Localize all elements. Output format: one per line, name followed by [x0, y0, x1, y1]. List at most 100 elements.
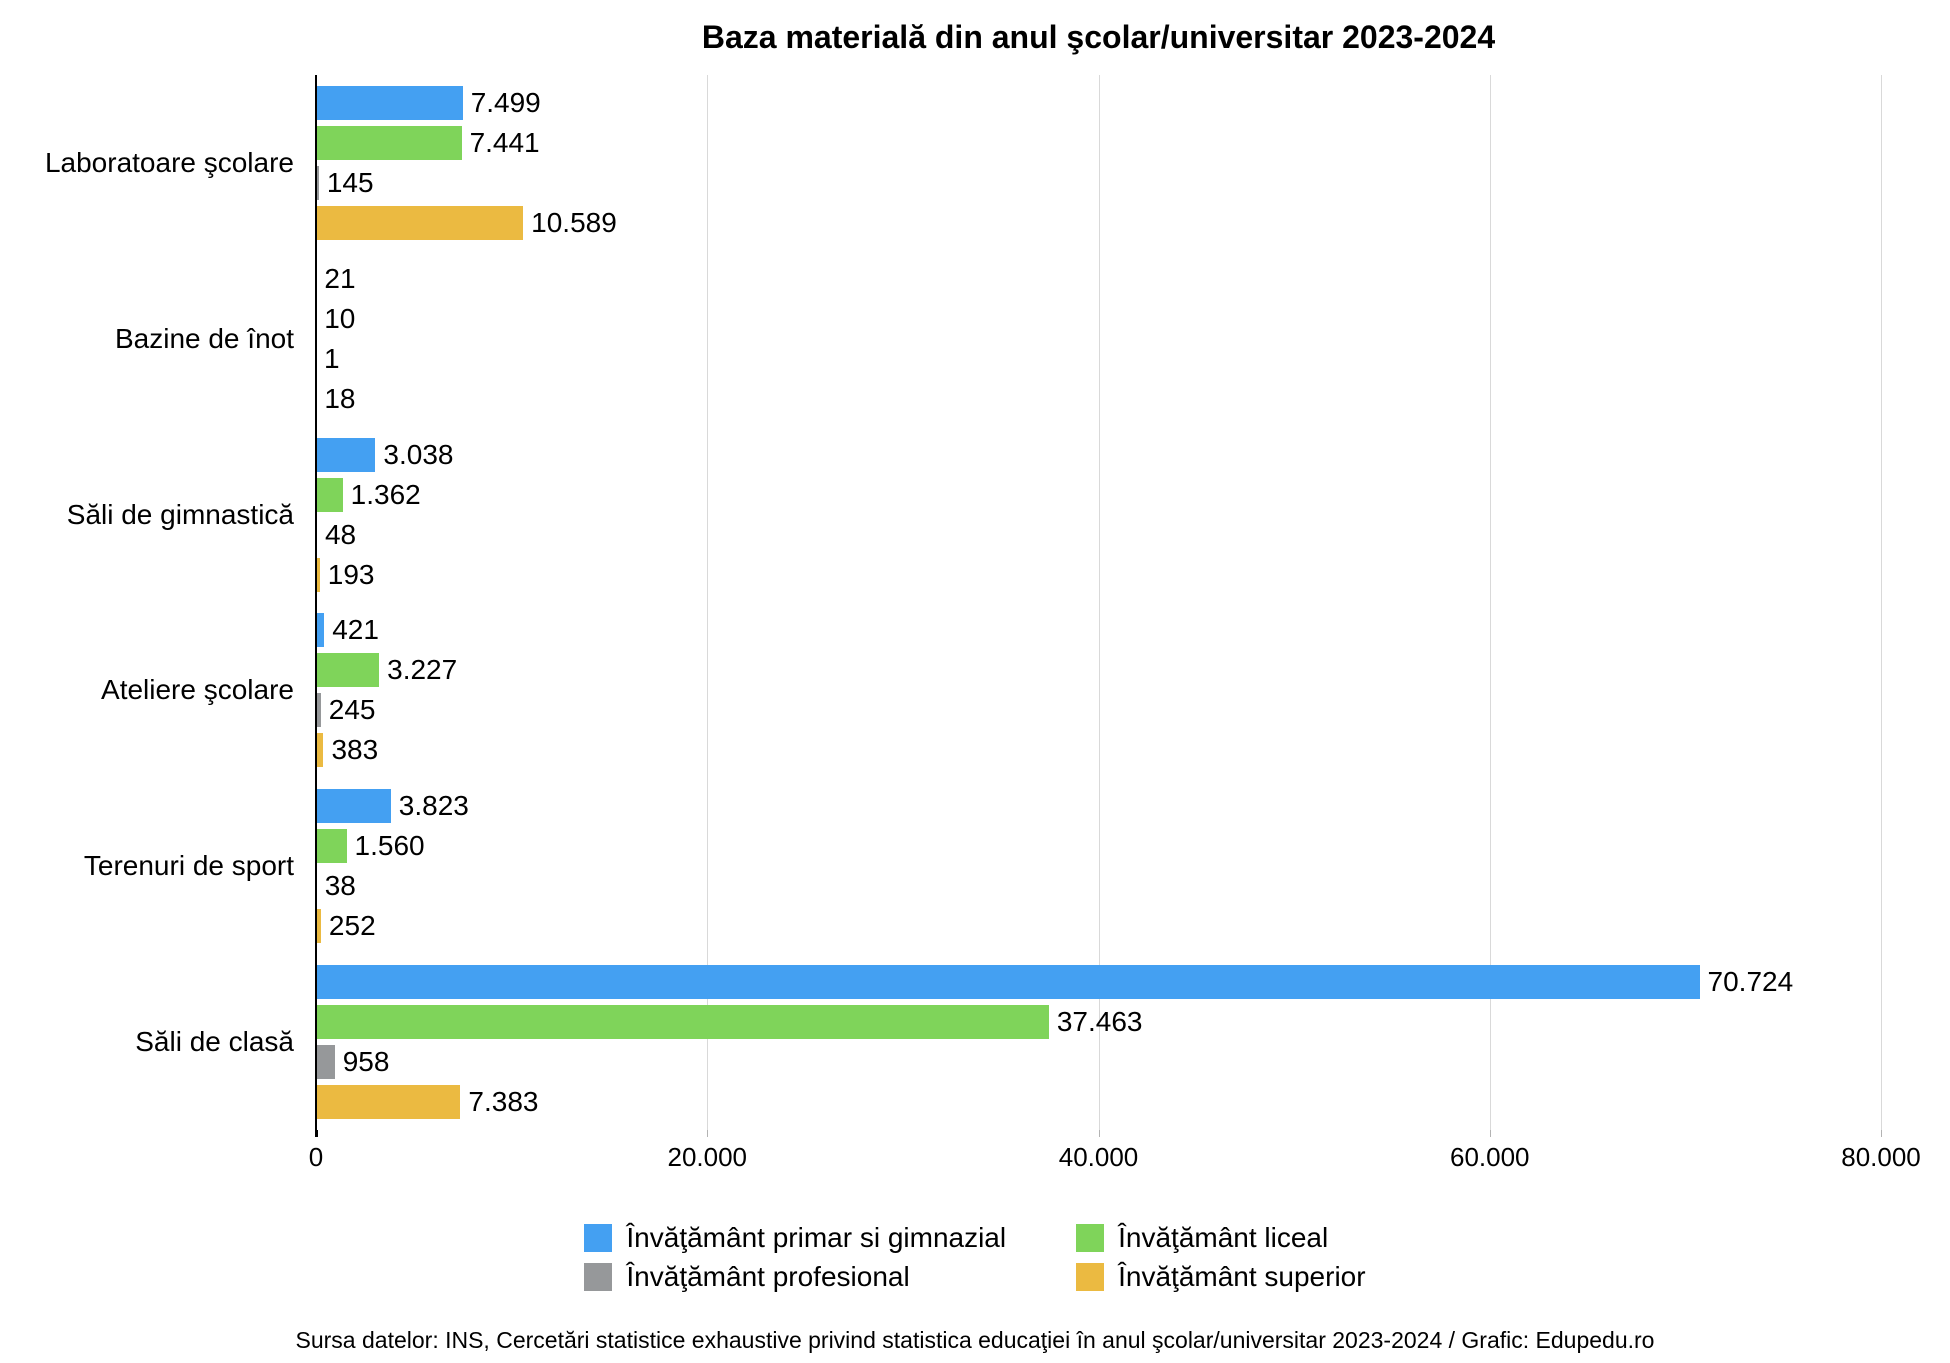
legend-label: Învăţământ superior [1118, 1261, 1366, 1292]
bar-value-label: 3.038 [383, 438, 454, 470]
bar-value-label: 21 [324, 262, 356, 294]
bar-row: 958 [316, 1045, 1881, 1080]
bar-value-label: 383 [331, 734, 379, 766]
legend-swatch-icon [1076, 1263, 1105, 1291]
bar-row: 1.362 [316, 477, 1881, 512]
legend-label: Învăţământ profesional [626, 1261, 910, 1292]
x-tick-mark [1098, 1130, 1100, 1137]
bar-value-label: 245 [328, 694, 376, 726]
category-label: Laboratoare şcolare [44, 146, 294, 178]
legend-swatch-icon [584, 1263, 613, 1291]
bar [316, 1005, 1049, 1040]
bar-row: 383 [316, 733, 1881, 768]
bar-value-label: 37.463 [1056, 1006, 1143, 1038]
bar [316, 437, 376, 472]
bar-group: 3.823 1.560 38 252 [316, 778, 1881, 954]
bar-row: 1.560 [316, 829, 1881, 864]
category-label: Bazine de înot [114, 322, 294, 354]
gridline [1881, 75, 1882, 1130]
x-tick-label: 80.000 [1841, 1142, 1921, 1172]
bar [316, 1045, 335, 1080]
bar-value-label: 7.441 [469, 126, 540, 158]
bar-row: 38 [316, 869, 1881, 904]
bar-value-label: 18 [324, 382, 356, 414]
x-axis: 0 20.000 40.000 60.000 80.000 [309, 1130, 1921, 1178]
bar-row: 245 [316, 693, 1881, 728]
bar-value-label: 7.383 [468, 1086, 539, 1118]
x-tick-mark [1881, 1130, 1882, 1137]
bar-value-label: 3.227 [387, 654, 458, 686]
bar [316, 125, 462, 160]
bar-value-label: 958 [342, 1046, 390, 1078]
plot-row: Laboratoare şcolare Bazine de înot Săli de… [0, 75, 1950, 1137]
category-axis: Laboratoare şcolare Bazine de înot Săli de… [0, 75, 316, 1130]
bar-row: 145 [316, 165, 1881, 200]
x-tick-label: 20.000 [667, 1142, 748, 1172]
legend-item: Învăţământ profesional [584, 1261, 910, 1293]
bar-value-label: 3.823 [398, 790, 469, 822]
x-tick-mark [316, 1130, 318, 1137]
plot-area: 7.499 7.441 145 10.589 21 10 1 18 3.038 1.362 48 19… [315, 75, 1882, 1137]
category-label: Terenuri de sport [83, 850, 294, 882]
bar-row: 3.823 [316, 789, 1881, 824]
bar-group: 3.038 1.362 48 193 [316, 427, 1881, 603]
bar [316, 693, 321, 728]
gridline [707, 75, 709, 1130]
legend-swatch-icon [1076, 1224, 1105, 1252]
bar [316, 477, 343, 512]
gridline [1489, 75, 1491, 1130]
legend-swatch-icon [584, 1224, 613, 1252]
bar-row: 7.499 [316, 85, 1881, 120]
bar [316, 557, 320, 592]
bar-value-label: 193 [327, 558, 375, 590]
legend-item: Învăţământ liceal [1076, 1222, 1328, 1254]
x-tick-mark [1489, 1130, 1491, 1137]
bar-row: 3.227 [316, 653, 1881, 688]
legend: Învăţământ primar si gimnazial Învăţământ… [584, 1222, 1366, 1293]
bar-value-label: 7.499 [470, 86, 541, 118]
category-label: Ateliere şcolare [101, 674, 294, 706]
bar-row: 7.441 [316, 125, 1881, 160]
bar-row: 421 [316, 613, 1881, 648]
bar-row: 37.463 [316, 1005, 1881, 1040]
y-axis-line [315, 75, 317, 1137]
chart-title: Baza materială din anul şcolar/universit… [701, 19, 1496, 55]
legend-item: Învăţământ primar si gimnazial [584, 1222, 1006, 1254]
bar-row: 70.724 [316, 965, 1881, 1000]
category-label: Săli de gimnastică [66, 498, 294, 530]
bar-row: 21 [316, 261, 1881, 296]
bar-value-label: 48 [324, 518, 357, 550]
x-tick-label: 60.000 [1449, 1142, 1530, 1172]
bar-row: 3.038 [316, 437, 1881, 472]
bar-row: 193 [316, 557, 1881, 592]
bar [316, 653, 380, 688]
source-note: Sursa datelor: INS, Cercetări statistice… [295, 1327, 1655, 1353]
bar-row: 252 [316, 909, 1881, 944]
category-label: Săli de clasă [135, 1026, 294, 1058]
bar-group: 21 10 1 18 [316, 251, 1881, 427]
bar [316, 909, 321, 944]
bar-value-label: 145 [326, 166, 374, 198]
bar-row: 48 [316, 517, 1881, 552]
bar-row: 18 [316, 381, 1881, 416]
gridline [1098, 75, 1100, 1130]
bar-value-label: 1.362 [350, 478, 421, 510]
bar-group: 7.499 7.441 145 10.589 [316, 75, 1881, 251]
bar-value-label: 1.560 [354, 830, 425, 862]
bar-row: 7.383 [316, 1085, 1881, 1120]
legend-item: Învăţământ superior [1076, 1261, 1366, 1293]
bar-value-label: 1 [324, 342, 340, 374]
bar-value-label: 10 [324, 302, 356, 334]
bar [316, 85, 463, 120]
bar [316, 829, 347, 864]
bar [316, 205, 524, 240]
x-tick-label: 40.000 [1058, 1142, 1139, 1172]
legend-wrap: Învăţământ primar si gimnazial Învăţământ… [0, 1222, 1950, 1293]
bar [316, 1085, 461, 1120]
bar-value-label: 421 [332, 614, 379, 646]
chart-header: Baza materială din anul şcolar/universit… [0, 0, 1950, 75]
bar-value-label: 252 [328, 910, 376, 942]
bar [316, 965, 1700, 1000]
bar-value-label: 70.724 [1707, 966, 1794, 998]
